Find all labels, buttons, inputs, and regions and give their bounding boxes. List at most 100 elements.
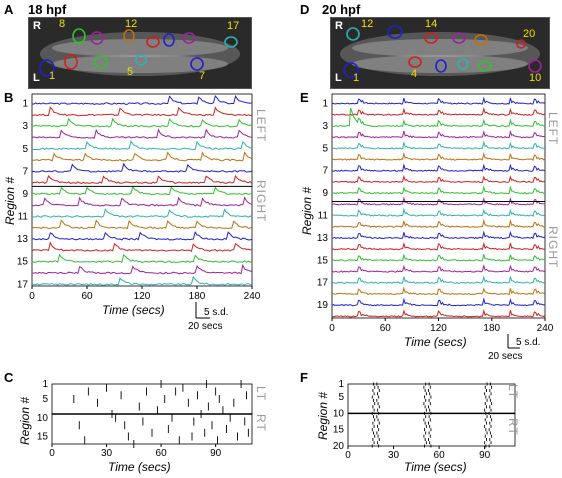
micrograph-d-regions <box>340 25 542 78</box>
orient-l-a: L <box>33 72 40 84</box>
chart-e-frame <box>331 93 546 319</box>
y-tick-label: 13 <box>317 233 329 244</box>
y-tick-label: 17 <box>317 278 329 289</box>
x-tick-label: 0 <box>49 448 55 459</box>
trace-line <box>331 308 546 318</box>
trace-line <box>331 185 546 195</box>
x-tick-label: 240 <box>244 291 261 302</box>
region-label: 20 <box>523 28 536 40</box>
chart-b-frame <box>31 93 253 287</box>
chart-b-xlabel: Time (secs) <box>102 303 165 317</box>
y-tick-label: 5 <box>42 394 48 405</box>
trace-line <box>331 107 546 128</box>
panel-letter-b: B <box>4 90 14 105</box>
panel-letter-e: E <box>300 90 309 105</box>
y-tick-label: 1 <box>42 379 48 390</box>
region-label: 5 <box>127 66 134 78</box>
y-tick-label: 13 <box>17 234 29 245</box>
orient-r-d: R <box>335 20 343 32</box>
trace-line <box>31 196 253 207</box>
panel-a-title: 18 hpf <box>28 2 67 17</box>
chart-e-scale-x: 20 secs <box>488 351 523 362</box>
region-label: 10 <box>529 72 542 84</box>
chart-f-ylabel: Region # <box>316 391 330 440</box>
y-tick-label: 20 <box>333 441 345 452</box>
trace-line <box>331 263 546 273</box>
chart-c-xlabel: Time (secs) <box>108 460 171 474</box>
x-tick-label: 0 <box>29 291 35 302</box>
x-tick-label: 180 <box>483 323 500 334</box>
y-tick-label: 7 <box>322 166 328 177</box>
y-tick-label: 9 <box>22 189 28 200</box>
trace-line <box>331 151 546 161</box>
chart-e-ylabel: Region # <box>300 186 314 235</box>
chart-b-scale-y: 5 s.d. <box>204 307 229 318</box>
chart-c-lt-label: LT <box>254 386 268 402</box>
chart-b-scale-x: 20 secs <box>188 321 223 332</box>
trace-line <box>31 231 253 241</box>
y-tick-label: 9 <box>322 188 328 199</box>
chart-f-lt-label: LT <box>506 384 520 400</box>
trace-line <box>31 174 253 185</box>
trace-line <box>31 162 253 173</box>
chart-e-xlabel: Time (secs) <box>404 335 467 349</box>
y-tick-label: 11 <box>18 212 29 223</box>
trace-line <box>331 174 546 184</box>
trace-line <box>31 151 253 162</box>
y-tick-label: 11 <box>318 211 329 222</box>
y-tick-label: 10 <box>333 408 345 419</box>
region-label: 4 <box>411 68 418 80</box>
trace-line <box>332 218 546 228</box>
region-label: 8 <box>59 18 66 30</box>
trace-line <box>331 196 545 206</box>
chart-b-ylabel: Region # <box>3 176 17 225</box>
panel-letter-f: F <box>300 370 308 385</box>
region-label: 1 <box>49 70 56 82</box>
trace-line <box>31 219 253 230</box>
trace-line <box>331 129 546 139</box>
trace-line <box>331 253 546 262</box>
region-label: 14 <box>425 18 438 30</box>
orient-r-a: R <box>33 20 41 32</box>
y-tick-label: 5 <box>322 143 328 154</box>
trace-line <box>32 140 253 151</box>
region-label: 7 <box>199 70 206 82</box>
y-tick-label: 1 <box>22 99 28 110</box>
chart-f-rt-label: RT <box>506 418 520 436</box>
trace-line <box>31 106 253 117</box>
x-tick-label: 60 <box>81 291 93 302</box>
y-tick-label: 1 <box>322 99 328 110</box>
trace-line <box>331 230 546 240</box>
trace-line <box>31 263 253 275</box>
x-tick-label: 120 <box>134 291 151 302</box>
y-tick-label: 1 <box>338 379 344 390</box>
chart-e-scale-y: 5 s.d. <box>516 337 541 348</box>
chart-f-xlabel: Time (secs) <box>404 460 467 474</box>
y-tick-label: 7 <box>22 166 28 177</box>
trace-line <box>331 241 546 251</box>
region-label: 12 <box>125 18 138 30</box>
x-tick-label: 180 <box>189 291 206 302</box>
chart-c-rt-label: RT <box>254 414 268 432</box>
trace-line <box>31 128 253 139</box>
panel-letter-d: D <box>300 2 310 17</box>
trace-line <box>331 275 546 284</box>
y-tick-label: 15 <box>317 255 329 266</box>
y-tick-label: 3 <box>22 121 28 132</box>
region-label: 12 <box>361 18 374 30</box>
micrograph-d: R L 12 14 20 1 4 10 <box>330 17 550 89</box>
chart-c-ylabel: Region # <box>18 396 32 445</box>
x-tick-label: 30 <box>101 448 113 459</box>
trace-line <box>31 94 253 106</box>
trace-line <box>331 106 546 116</box>
y-tick-label: 19 <box>317 300 329 311</box>
trace-line <box>331 286 546 296</box>
x-tick-label: 60 <box>380 323 392 334</box>
orient-l-d: L <box>335 72 342 84</box>
trace-line <box>331 207 546 217</box>
chart-b-left-label: LEFT <box>254 109 268 143</box>
y-tick-label: 10 <box>37 413 49 424</box>
y-tick-label: 17 <box>17 279 29 290</box>
x-tick-label: 90 <box>210 448 222 459</box>
